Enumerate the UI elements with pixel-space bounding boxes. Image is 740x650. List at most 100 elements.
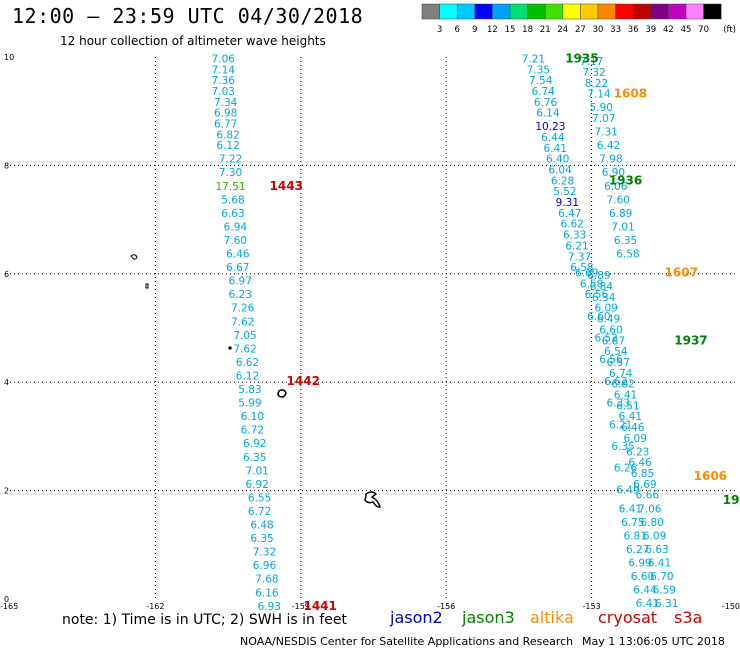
swh-value: 6.89 bbox=[587, 270, 610, 282]
swh-value: 6.62 bbox=[604, 376, 627, 388]
pass-time-label: 1441 bbox=[303, 599, 336, 610]
swh-value: 9.31 bbox=[556, 197, 579, 209]
color-scale-label: 27 bbox=[575, 25, 586, 35]
swh-value: 6.70 bbox=[650, 571, 673, 583]
color-scale-label: 30 bbox=[593, 25, 604, 35]
swh-value: 6.76 bbox=[534, 97, 558, 109]
swh-value: 6.98 bbox=[214, 108, 237, 120]
footer-note: note: 1) Time is in UTC; 2) SWH is in fe… bbox=[62, 612, 348, 628]
pass-time-label: 1443 bbox=[270, 179, 303, 193]
swh-value: 6.04 bbox=[548, 165, 572, 177]
pass-time-label: 1608 bbox=[614, 87, 647, 101]
swh-value: 6.35 bbox=[243, 452, 266, 464]
swh-value: 6.60 bbox=[599, 324, 622, 336]
pass-time-label: 1606 bbox=[694, 469, 727, 483]
swh-value: 6.09 bbox=[624, 433, 647, 445]
swh-value: 6.55 bbox=[248, 492, 271, 504]
island-outlines bbox=[130, 254, 381, 508]
swh-value: 6.99 bbox=[628, 557, 651, 569]
swh-value: 7.35 bbox=[527, 64, 550, 76]
color-scale-label: 3 bbox=[437, 25, 442, 35]
swh-value: 7.62 bbox=[231, 316, 254, 328]
color-scale-label: 24 bbox=[557, 25, 568, 35]
swh-value: 6.93 bbox=[258, 601, 281, 610]
swh-value: 6.46 bbox=[628, 457, 652, 469]
swh-value: 7.36 bbox=[212, 75, 236, 87]
x-tick-label: -150 bbox=[722, 602, 740, 610]
swh-value: 6.12 bbox=[236, 370, 259, 382]
swh-value: 6.27 bbox=[626, 544, 649, 556]
mission-label-s3a: s3a bbox=[674, 608, 703, 627]
swh-value: 7.31 bbox=[594, 127, 617, 139]
swh-value: 6.51 bbox=[616, 400, 639, 412]
swh-value: 6.44 bbox=[541, 132, 565, 144]
swh-value: 6.06 bbox=[604, 181, 628, 193]
swh-value: 6.41 bbox=[619, 503, 642, 515]
x-tick-label: -165 bbox=[0, 602, 18, 610]
swh-value: 6.90 bbox=[602, 167, 625, 179]
swh-value: 6.82 bbox=[611, 379, 634, 391]
swh-value: 6.12 bbox=[216, 140, 239, 152]
mission-label-cryosat: cryosat bbox=[598, 608, 658, 627]
swh-value: 8.22 bbox=[585, 78, 608, 90]
y-tick-label: 8 bbox=[4, 161, 9, 170]
swh-value: 6.41 bbox=[636, 598, 659, 610]
swh-value: 6.62 bbox=[561, 219, 584, 231]
swh-value: 6.57 bbox=[607, 357, 630, 369]
swh-value: 6.94 bbox=[224, 221, 248, 233]
swh-value: 6.47 bbox=[558, 208, 581, 220]
swh-value: 6.58 bbox=[580, 278, 603, 290]
swh-value: 6.09 bbox=[643, 530, 666, 542]
swh-value: 6.74 bbox=[531, 86, 555, 98]
swh-value: 7.06 bbox=[212, 53, 236, 65]
swh-value: 6.59 bbox=[653, 585, 676, 597]
pass-time-label: 1935 bbox=[565, 51, 598, 65]
pass-time-label: 1937 bbox=[674, 333, 707, 347]
swh-value: 6.14 bbox=[536, 108, 560, 120]
island-5 bbox=[364, 491, 381, 508]
swh-value: 6.87 bbox=[602, 335, 625, 347]
swh-value: 6.72 bbox=[248, 506, 271, 518]
island-4 bbox=[277, 389, 287, 398]
swh-value: 6.63 bbox=[645, 544, 668, 556]
y-tick-label: 2 bbox=[4, 487, 9, 496]
swh-value: 7.32 bbox=[582, 67, 605, 79]
swh-value: 6.82 bbox=[216, 129, 239, 141]
swh-value: 6.46 bbox=[226, 249, 250, 261]
swh-value: 6.69 bbox=[575, 268, 598, 280]
swh-value: 6.41 bbox=[619, 411, 642, 423]
swh-value: 6.62 bbox=[236, 357, 259, 369]
swh-value: 6.77 bbox=[214, 118, 237, 130]
swh-value: 5.90 bbox=[590, 102, 613, 114]
swh-value: 7.14 bbox=[212, 64, 236, 76]
swh-value: 6.41 bbox=[648, 557, 671, 569]
swh-value: 6.09 bbox=[594, 303, 617, 315]
swh-value: 6.58 bbox=[570, 262, 593, 274]
mission-label-altika: altika bbox=[530, 608, 574, 627]
track-west: 7.067.147.367.037.346.986.776.826.127.22… bbox=[212, 53, 281, 610]
swh-value: 6.23 bbox=[229, 289, 252, 301]
swh-value: 7.17 bbox=[580, 56, 603, 68]
swh-value: 17.51 bbox=[215, 181, 245, 193]
swh-value: 6.56 bbox=[585, 289, 609, 301]
pass-time-label: 1607 bbox=[665, 266, 698, 280]
swh-value: 7.01 bbox=[611, 221, 634, 233]
swh-value: 7.98 bbox=[599, 154, 622, 166]
swh-value: 6.60 bbox=[587, 311, 610, 323]
color-scale-legend: 3 6 9 12 15 18 21 24 27 30 33 36 39 42 45 70 (ft) bbox=[421, 3, 736, 35]
color-scale-label: 36 bbox=[628, 25, 639, 35]
swh-value: 5.99 bbox=[238, 398, 261, 410]
swh-value: 6.92 bbox=[245, 479, 268, 491]
swh-value: 6.34 bbox=[592, 292, 616, 304]
track-east: 7.217.357.546.746.766.1410.236.446.416.4… bbox=[522, 53, 679, 610]
swh-value: 7.26 bbox=[231, 303, 255, 315]
swh-value: 6.23 bbox=[626, 446, 649, 458]
swh-value: 6.97 bbox=[229, 276, 252, 288]
swh-value: 6.41 bbox=[544, 143, 567, 155]
swh-value: 7.60 bbox=[224, 235, 247, 247]
swh-value: 6.10 bbox=[241, 411, 264, 423]
pass-time-label: 1936 bbox=[609, 173, 642, 187]
swh-value: 6.35 bbox=[614, 235, 637, 247]
